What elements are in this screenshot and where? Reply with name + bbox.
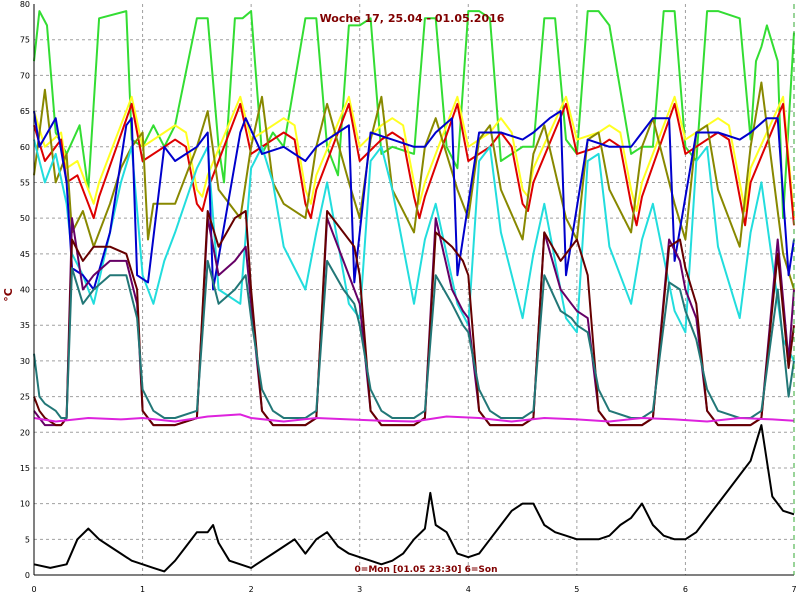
series-line-5	[33, 139, 795, 362]
y-tick-label: 55	[20, 178, 30, 187]
y-tick-label: 35	[20, 321, 30, 330]
x-axis-annotation: 0=Mon [01.05 23:30] 6=Son	[355, 565, 498, 575]
series-line-11	[33, 424, 795, 573]
series-line-6	[33, 110, 795, 291]
x-tick-label: 7	[791, 585, 796, 594]
y-tick-label: 50	[20, 214, 30, 223]
series-line-10	[33, 413, 795, 423]
y-tick-label: 25	[20, 393, 30, 402]
y-tick-label: 0	[25, 571, 30, 580]
x-tick-label: 5	[574, 585, 579, 594]
x-tick-label: 1	[140, 585, 145, 594]
y-axis-label: °C	[2, 288, 15, 302]
y-tick-label: 45	[20, 250, 30, 259]
y-tick-label: 70	[20, 71, 30, 80]
x-tick-label: 0	[31, 585, 36, 594]
y-tick-label: 20	[20, 428, 30, 437]
series-line-1	[33, 10, 795, 220]
y-tick-label: 60	[20, 143, 30, 152]
y-tick-label: 30	[20, 357, 30, 366]
y-tick-label: 40	[20, 286, 30, 295]
x-tick-label: 6	[683, 585, 688, 594]
chart-title: Woche 17, 25.04 - 01.05.2016	[320, 12, 505, 25]
series-line-3	[33, 102, 795, 227]
y-tick-label: 65	[20, 107, 30, 116]
x-tick-label: 3	[357, 585, 362, 594]
y-tick-label: 5	[25, 535, 30, 544]
series-group	[33, 10, 795, 573]
series-line-8	[33, 210, 795, 427]
x-tick-label: 2	[249, 585, 254, 594]
y-tick-label: 10	[20, 500, 30, 509]
axes	[33, 4, 795, 576]
y-tick-label: 15	[20, 464, 30, 473]
x-tick-label: 4	[466, 585, 471, 594]
y-tick-label: 75	[20, 36, 30, 45]
y-tick-label: 80	[20, 0, 30, 9]
series-line-9	[33, 259, 795, 419]
